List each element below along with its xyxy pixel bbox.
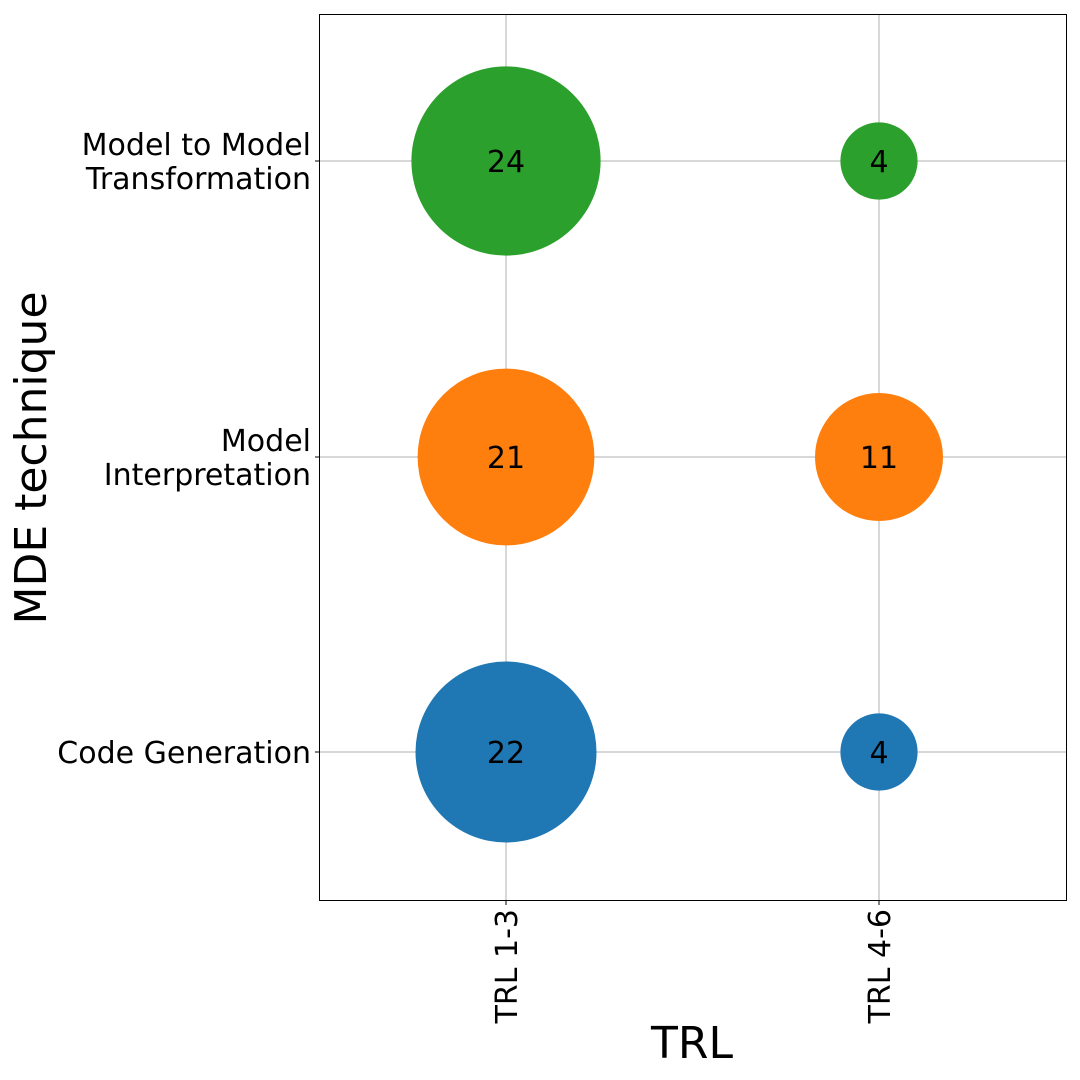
x-tick-label: TRL 1-3 (490, 909, 525, 1024)
bubble-value-label: 22 (487, 736, 525, 771)
y-axis-title: MDE technique (6, 291, 57, 624)
bubble (840, 122, 918, 200)
bubble (417, 368, 595, 546)
bubble (411, 66, 601, 256)
y-tick-label: Model to Model Transformation (82, 128, 311, 197)
x-axis-title: TRL (650, 1018, 733, 1069)
y-tick-label: Code Generation (57, 736, 311, 771)
bubble-value-label: 4 (869, 145, 888, 180)
y-tick-label: Model Interpretation (104, 424, 311, 493)
label-layer: 22 4 21 11 24 4 (487, 145, 898, 771)
bubble-value-label: 21 (487, 441, 525, 476)
x-tick-label: TRL 4-6 (863, 909, 898, 1024)
bubble-value-label: 4 (869, 736, 888, 771)
tick-layer: TRL 1-3 TRL 4-6 Code Generation Model Interp… (57, 128, 898, 1024)
bubble (840, 713, 918, 791)
bubble-value-label: 24 (487, 145, 525, 180)
bubble (815, 393, 943, 521)
bubble (415, 661, 597, 843)
bubble-value-label: 11 (860, 441, 898, 476)
bubble-layer (411, 66, 943, 843)
